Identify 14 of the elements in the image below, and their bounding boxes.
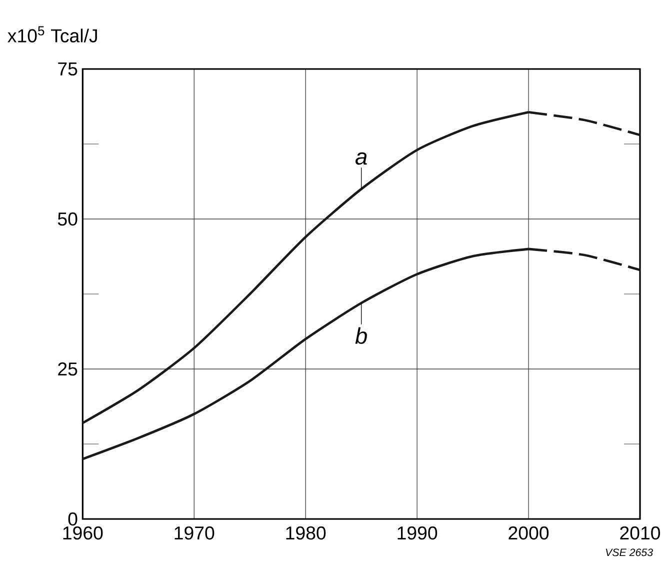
- x-tick-label: 1990: [398, 526, 438, 540]
- x-tick-label: 2010: [620, 526, 660, 540]
- y-tick-label: 50: [58, 212, 78, 226]
- y-tick-label: 75: [58, 62, 78, 76]
- y-axis-title: x10$^{5}$ Tcal/J: [8, 26, 97, 42]
- y-tick-label: 25: [58, 362, 78, 376]
- x-tick-label: 2000: [508, 526, 549, 540]
- x-tick-label: 1970: [174, 526, 214, 540]
- text: VSE 2653: [606, 548, 653, 556]
- y-tick-label: 0: [68, 512, 78, 526]
- annotation: b: [355, 327, 367, 344]
- x-tick-label: 1960: [63, 526, 103, 540]
- x-tick-label: 1980: [286, 526, 326, 540]
- annotation: a: [356, 152, 367, 165]
